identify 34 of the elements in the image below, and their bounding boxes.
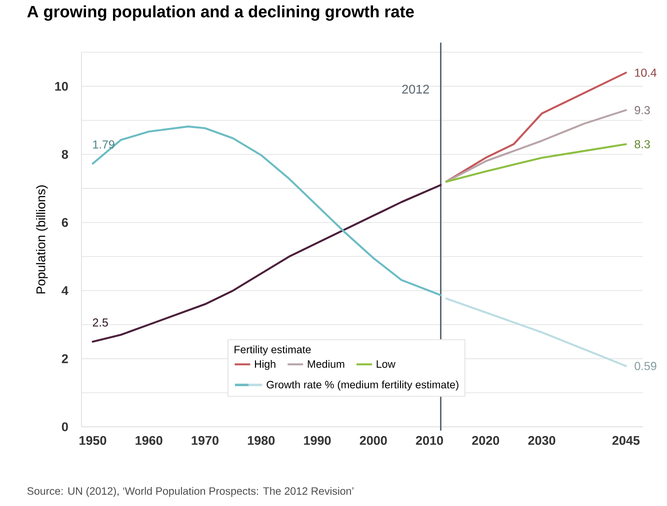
x-tick-label: 2000 [360,436,387,445]
line-series [445,109,627,183]
data-label: 10.4 [635,68,656,77]
data-label: 1.79 [93,140,114,148]
legend-label: High [254,360,276,370]
legend-label: Low [376,360,396,368]
line-series [445,143,627,183]
y-tick-label: 10 [55,82,68,91]
data-label: 9.3 [634,106,650,114]
y-tick-label: 8 [62,150,68,159]
x-tick-label: 1970 [192,436,218,445]
source-note: Source: UN (2012), ‘World Population Prospects: The 2012 Revision’ [27,486,354,497]
x-tick-label: 1950 [80,436,106,445]
y-axis-title: Population (billions) [36,185,48,294]
x-tick-label: 1980 [248,436,275,445]
x-tick-label: 1960 [136,436,162,445]
ref-line-label: 2012 [402,84,429,94]
x-tick-label: 2045 [612,436,640,445]
data-label: 8.3 [634,140,650,148]
chart-title: A growing population and a declining growth rate [27,5,414,21]
legend-label: Growth rate % (medium fertility estimate) [266,380,458,390]
y-tick-label: 6 [62,218,68,227]
line-series [445,72,627,183]
data-label: 2.5 [92,318,108,327]
x-tick-label: 2030 [528,436,556,445]
data-label: 0.59 [634,362,656,370]
x-tick-label: 2020 [472,436,500,445]
legend-title: Fertility estimate [234,345,311,356]
y-tick-label: 4 [62,286,68,295]
legend-label: Medium [308,360,344,368]
y-tick-label: 0 [62,422,68,432]
x-tick-label: 2010 [416,436,443,445]
x-tick-label: 1990 [304,436,331,445]
y-tick-label: 2 [62,354,68,364]
